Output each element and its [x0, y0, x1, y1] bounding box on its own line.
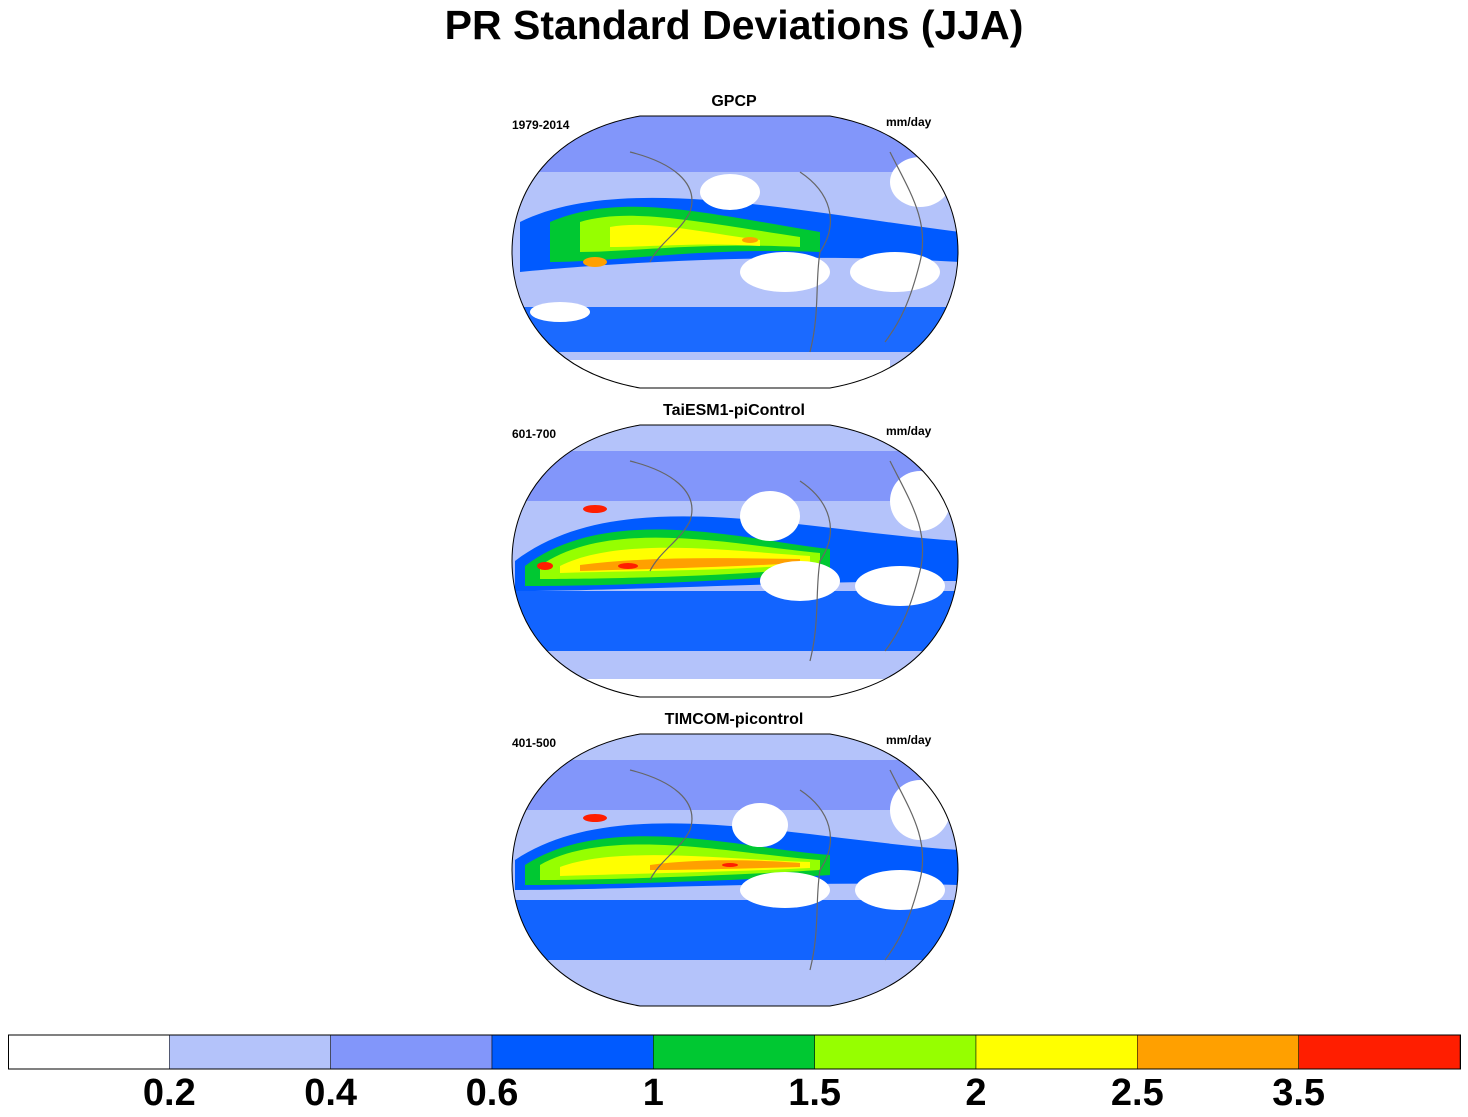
colorbar-tick-label: 0.6 — [465, 1072, 519, 1114]
colorbar-swatch — [8, 1034, 170, 1070]
colorbar-tick-label: 1.5 — [788, 1072, 842, 1114]
colorbar-swatch — [975, 1034, 1138, 1070]
colorbar — [8, 1034, 1461, 1070]
colorbar-tick-label: 2.5 — [1110, 1072, 1164, 1114]
colorbar-swatch — [169, 1034, 331, 1070]
colorbar-swatch — [491, 1034, 654, 1070]
colorbar-tick-label: 0.4 — [304, 1072, 358, 1114]
colorbar-swatch — [330, 1034, 493, 1070]
map-timcom — [511, 733, 959, 1007]
panel-period: 1979-2014 — [512, 118, 570, 132]
panel-units: mm/day — [886, 115, 932, 129]
panel-title: TaiESM1-piControl — [663, 402, 805, 419]
colorbar-swatch — [653, 1034, 815, 1070]
map-gpcp — [511, 115, 959, 389]
panel-units: mm/day — [886, 733, 932, 747]
colorbar-tick-label: 3.5 — [1272, 1072, 1326, 1114]
map-taiesm1 — [511, 424, 959, 698]
colorbar-swatch — [814, 1034, 977, 1070]
panel-period: 401-500 — [512, 736, 557, 750]
colorbar-tick-label: 1 — [642, 1072, 664, 1114]
colorbar-frame — [8, 1034, 1461, 1070]
colorbar-swatch — [1298, 1034, 1461, 1070]
colorbar-tick-label: 2 — [965, 1072, 987, 1114]
colorbar-swatch — [1137, 1034, 1299, 1070]
panel-title: TIMCOM-picontrol — [664, 711, 804, 728]
figure-title: PR Standard Deviations (JJA) — [444, 2, 1024, 48]
colorbar-tick-label: 0.2 — [142, 1072, 196, 1114]
panel-period: 601-700 — [512, 427, 557, 441]
panel-units: mm/day — [886, 424, 932, 438]
panel-title: GPCP — [711, 93, 757, 110]
